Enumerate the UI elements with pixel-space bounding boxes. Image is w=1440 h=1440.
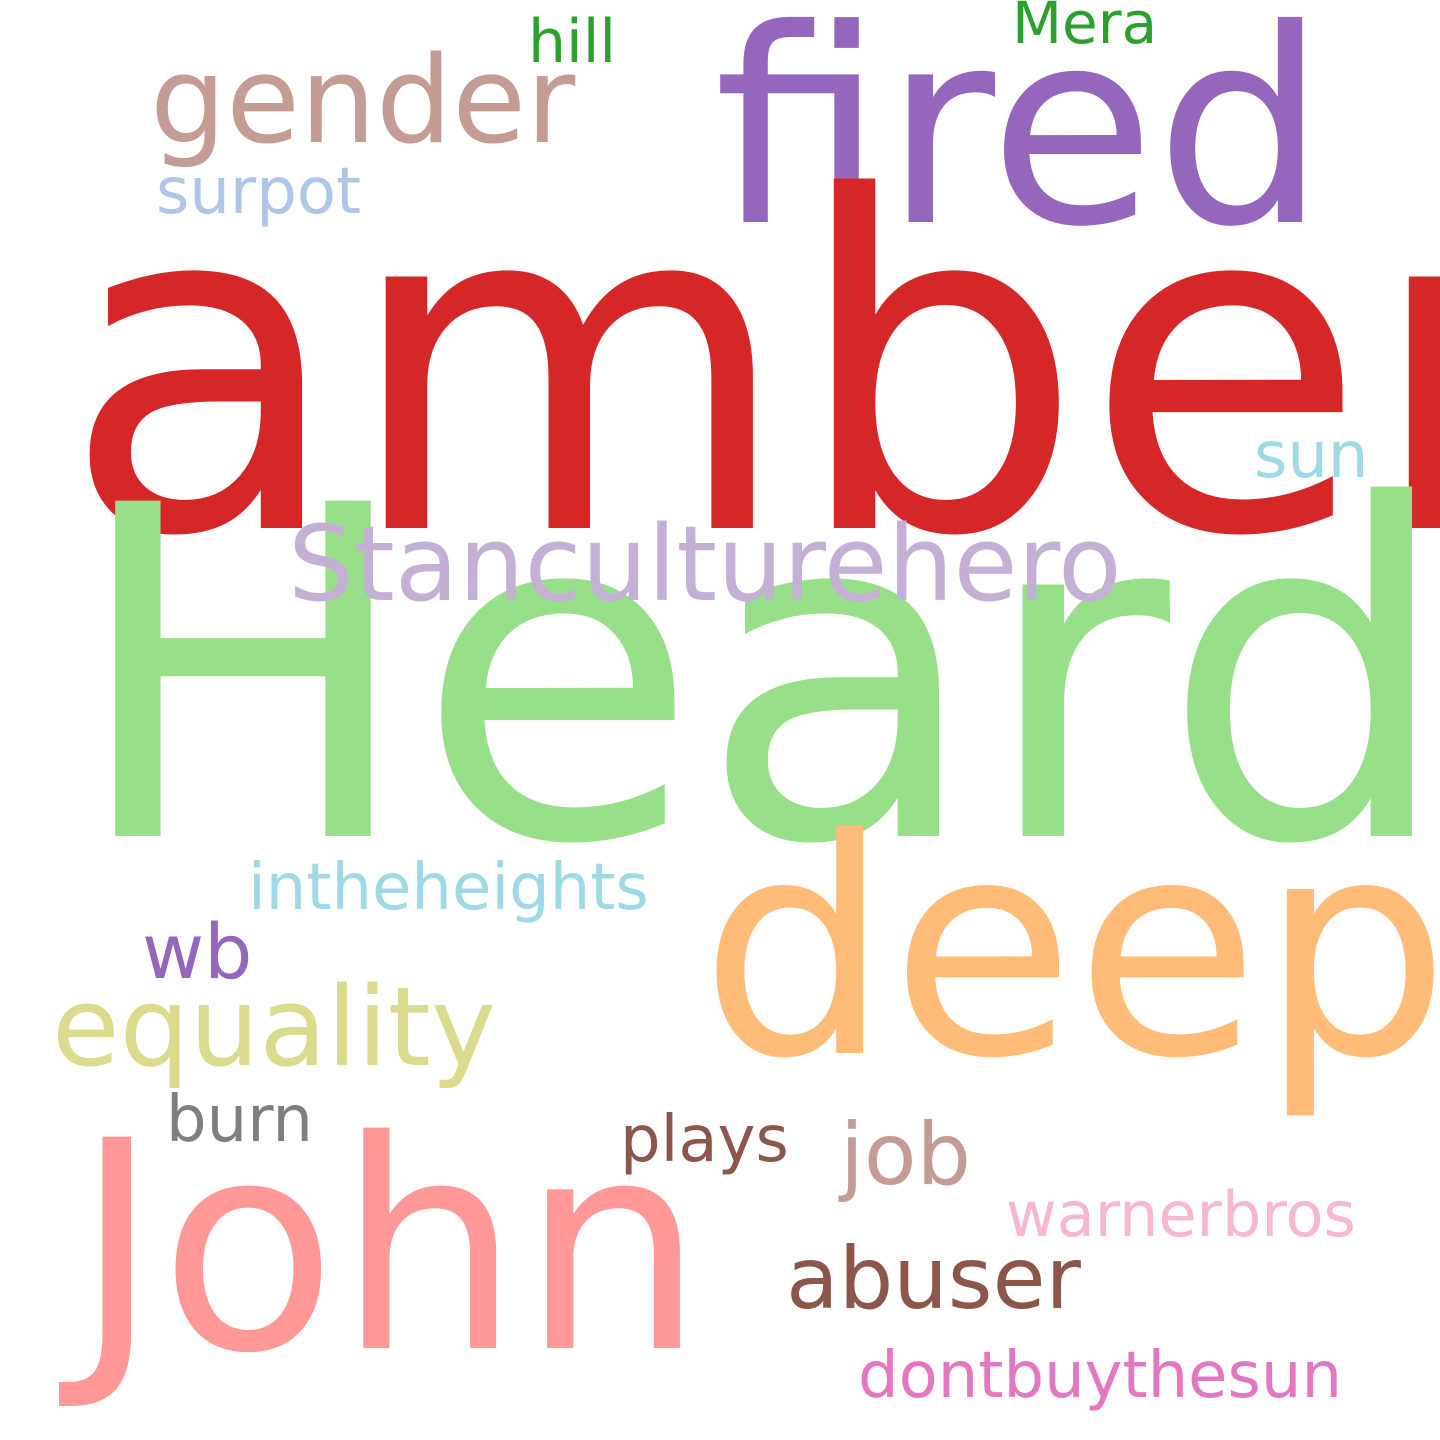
word-job: job (840, 1105, 972, 1205)
word-mera: Mera (1012, 0, 1158, 57)
word-warnerbros: warnerbros (1006, 1178, 1356, 1251)
word-heard: Heard (70, 410, 1440, 945)
word-sun: sun (1254, 419, 1369, 493)
word-surpot: surpot (156, 155, 362, 229)
word-deep: deep (700, 775, 1440, 1124)
word-burn: burn (166, 1083, 313, 1157)
word-john: John (74, 1080, 705, 1417)
word-equality: equality (52, 963, 496, 1091)
word-intheheights: intheheights (248, 851, 649, 925)
word-wb: wb (142, 907, 253, 996)
word-abuser: abuser (786, 1229, 1081, 1329)
word-plays: plays (620, 1103, 789, 1177)
word-gender: gender (150, 32, 576, 171)
word-hill: hill (528, 7, 617, 77)
word-dontbuythesun: dontbuythesun (858, 1339, 1342, 1413)
word-amber: amber (62, 102, 1440, 637)
word-stanculturehero: Stanculturehero (288, 503, 1122, 625)
word-fired: fired (714, 0, 1327, 286)
